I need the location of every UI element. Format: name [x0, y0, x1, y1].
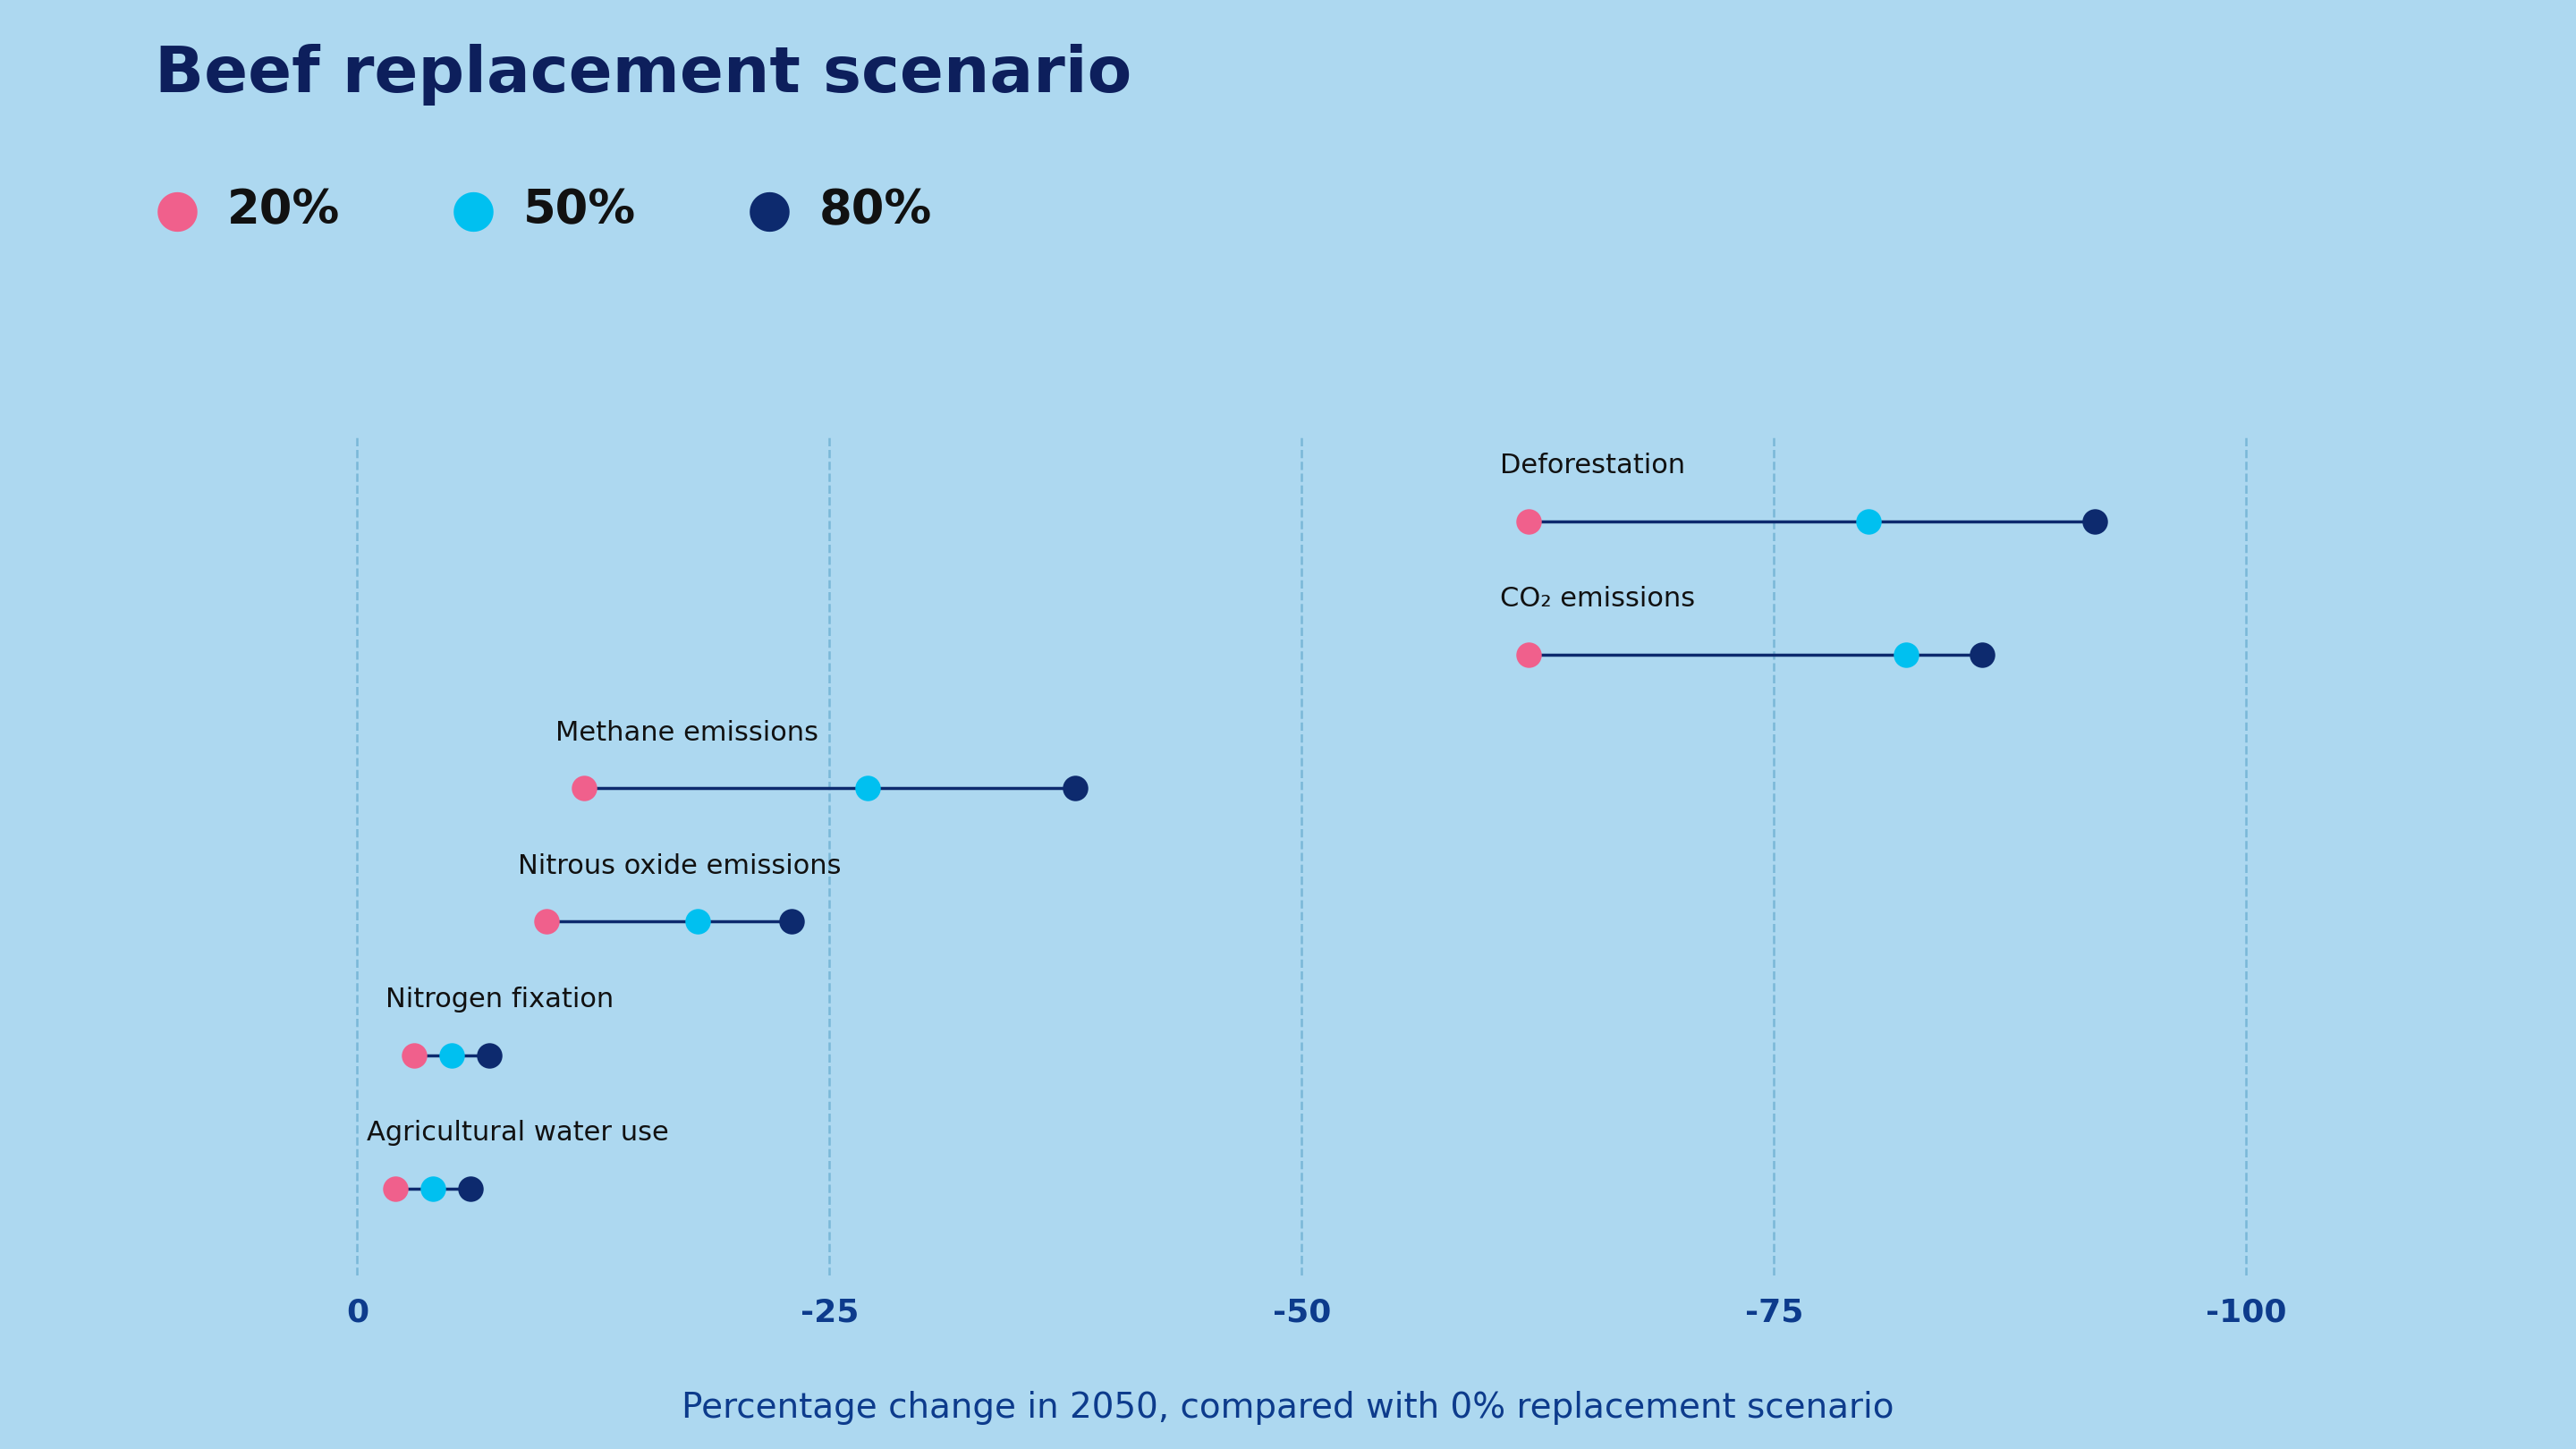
Point — [770, 910, 811, 933]
Point — [1054, 777, 1095, 800]
Point — [451, 1177, 492, 1200]
Text: ●: ● — [747, 184, 793, 236]
Point — [1886, 643, 1927, 667]
Point — [1507, 643, 1548, 667]
Text: Agricultural water use: Agricultural water use — [366, 1120, 670, 1146]
Text: Nitrogen fixation: Nitrogen fixation — [386, 987, 613, 1013]
Point — [469, 1043, 510, 1066]
Point — [2074, 510, 2115, 533]
Text: CO₂ emissions: CO₂ emissions — [1499, 587, 1695, 611]
Point — [412, 1177, 453, 1200]
Text: 50%: 50% — [523, 187, 636, 233]
Point — [374, 1177, 415, 1200]
Point — [1847, 510, 1888, 533]
Point — [1960, 643, 2002, 667]
Point — [564, 777, 605, 800]
Text: Methane emissions: Methane emissions — [556, 720, 819, 746]
Point — [1507, 510, 1548, 533]
Point — [526, 910, 567, 933]
Text: 20%: 20% — [227, 187, 340, 233]
Point — [430, 1043, 471, 1066]
Text: Beef replacement scenario: Beef replacement scenario — [155, 43, 1131, 106]
Text: ●: ● — [451, 184, 497, 236]
Text: Percentage change in 2050, compared with 0% replacement scenario: Percentage change in 2050, compared with… — [683, 1391, 1893, 1424]
Point — [677, 910, 719, 933]
Text: 80%: 80% — [819, 187, 933, 233]
Point — [848, 777, 889, 800]
Point — [394, 1043, 435, 1066]
Text: Nitrous oxide emissions: Nitrous oxide emissions — [518, 853, 842, 880]
Text: ●: ● — [155, 184, 201, 236]
Text: Deforestation: Deforestation — [1499, 452, 1685, 478]
